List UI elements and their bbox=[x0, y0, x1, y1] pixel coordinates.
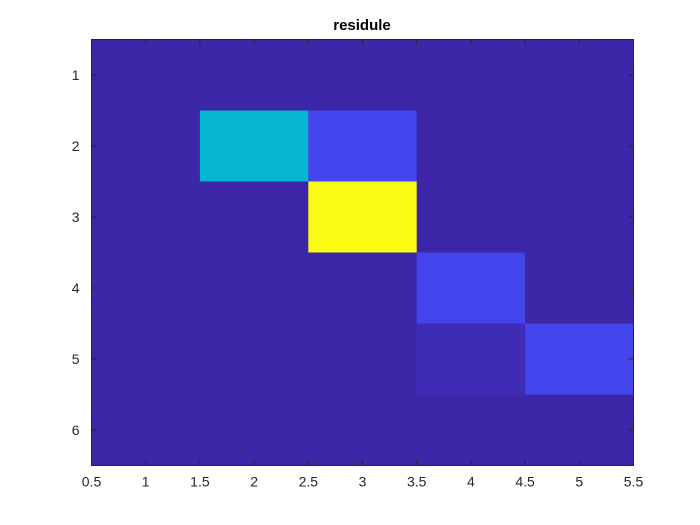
y-tick-label: 6 bbox=[72, 422, 80, 438]
x-tick-label: 4 bbox=[467, 474, 475, 490]
y-tick-label: 3 bbox=[72, 209, 80, 225]
x-tick-label: 4.5 bbox=[515, 474, 535, 490]
heatmap-cell-r4-c4 bbox=[416, 252, 526, 324]
x-tick-label: 2 bbox=[250, 474, 258, 490]
heatmap-cell-r1-c5 bbox=[525, 39, 634, 111]
heatmap-cell-r5-c1 bbox=[91, 323, 201, 395]
heatmap-cell-r3-c5 bbox=[525, 181, 634, 253]
y-tick-label: 5 bbox=[72, 351, 80, 367]
y-tick-label: 1 bbox=[72, 67, 80, 83]
heatmap-cells bbox=[91, 39, 634, 466]
heatmap-cell-r1-c4 bbox=[416, 39, 526, 111]
heatmap-cell-r2-c2 bbox=[199, 110, 309, 182]
heatmap-cell-r4-c3 bbox=[308, 252, 418, 324]
heatmap-cell-r6-c2 bbox=[199, 394, 309, 466]
x-tick-label: 2.5 bbox=[299, 474, 319, 490]
heatmap-cell-r2-c4 bbox=[416, 110, 526, 182]
x-axis: 0.5 1 1.5 2 2.5 3 3.5 4 4.5 5 5.5 bbox=[82, 39, 644, 490]
chart-title: residule bbox=[333, 17, 391, 34]
x-tick-label: 3.5 bbox=[407, 474, 427, 490]
y-tick-label: 4 bbox=[72, 280, 80, 296]
y-tick-label: 2 bbox=[72, 138, 80, 154]
x-tick-label: 1 bbox=[142, 474, 150, 490]
heatmap-cell-r4-c2 bbox=[199, 252, 309, 324]
heatmap-cell-r5-c2 bbox=[199, 323, 309, 395]
heatmap-cell-r1-c1 bbox=[91, 39, 201, 111]
heatmap-cell-r1-c3 bbox=[308, 39, 418, 111]
heatmap-cell-r1-c2 bbox=[199, 39, 309, 111]
heatmap-cell-r2-c5 bbox=[525, 110, 634, 182]
heatmap-cell-r6-c3 bbox=[308, 394, 418, 466]
x-tick-label: 5.5 bbox=[624, 474, 644, 490]
x-tick-label: 1.5 bbox=[190, 474, 210, 490]
heatmap-cell-r4-c5 bbox=[525, 252, 634, 324]
x-tick-label: 0.5 bbox=[82, 474, 102, 490]
heatmap-cell-r2-c3 bbox=[308, 110, 418, 182]
heatmap-cell-r3-c3 bbox=[308, 181, 418, 253]
heatmap-cell-r6-c1 bbox=[91, 394, 201, 466]
heatmap-cell-r6-c5 bbox=[525, 394, 634, 466]
heatmap-cell-r5-c5 bbox=[525, 323, 634, 395]
heatmap-cell-r3-c2 bbox=[199, 181, 309, 253]
heatmap-cell-r3-c1 bbox=[91, 181, 201, 253]
heatmap-cell-r2-c1 bbox=[91, 110, 201, 182]
heatmap-cell-r3-c4 bbox=[416, 181, 526, 253]
heatmap-cell-r5-c4 bbox=[416, 323, 526, 395]
heatmap-cell-r4-c1 bbox=[91, 252, 201, 324]
y-axis: 1 2 3 4 5 6 bbox=[72, 67, 634, 438]
heatmap-cell-r5-c3 bbox=[308, 323, 418, 395]
x-tick-label: 3 bbox=[359, 474, 367, 490]
x-tick-label: 5 bbox=[575, 474, 583, 490]
heatmap-cell-r6-c4 bbox=[416, 394, 526, 466]
